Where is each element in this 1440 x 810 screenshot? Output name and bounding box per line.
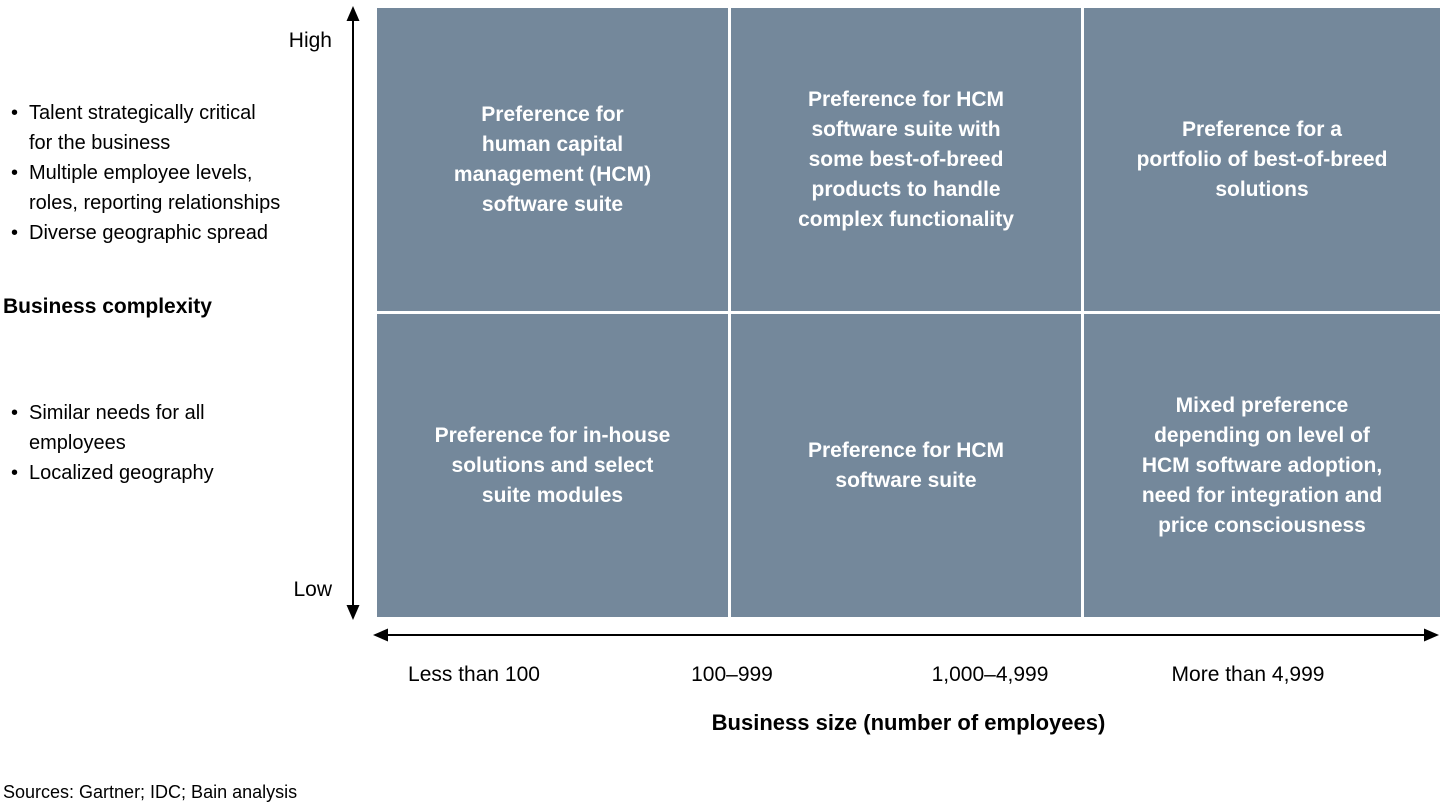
x-axis-arrow-icon — [373, 628, 1439, 642]
y-axis-high-label: High — [288, 29, 332, 52]
y-axis-title: Business complexity — [3, 295, 212, 318]
bullet-item: Diverse geographic spread — [3, 218, 338, 248]
x-axis-category: Less than 100 — [408, 663, 540, 686]
y-axis-low-label: Low — [293, 578, 332, 601]
matrix-cell-top-right: Preference for a portfolio of best-of-br… — [1084, 8, 1440, 311]
matrix-cell-bottom-center: Preference for HCM software suite — [731, 314, 1081, 617]
sources-note: Sources: Gartner; IDC; Bain analysis — [3, 782, 298, 802]
bullet-item: Similar needs for all employees — [3, 398, 338, 458]
low-complexity-bullets: Similar needs for all employees Localize… — [3, 398, 338, 488]
bullet-item: Talent strategically critical for the bu… — [3, 98, 338, 158]
matrix-grid: Preference for human capital management … — [377, 8, 1440, 617]
matrix-cell-bottom-right: Mixed preference depending on level of H… — [1084, 314, 1440, 617]
x-axis-category-labels: Less than 100 100–999 1,000–4,999 More t… — [345, 661, 1377, 689]
x-axis-category: 100–999 — [691, 663, 773, 686]
x-axis-category: More than 4,999 — [1171, 663, 1325, 686]
y-axis-arrow-icon — [346, 6, 360, 620]
x-axis-category: 1,000–4,999 — [931, 663, 1049, 686]
bullet-item: Multiple employee levels, roles, reporti… — [3, 158, 338, 218]
matrix-cell-top-left: Preference for human capital management … — [377, 8, 728, 311]
x-axis-title: Business size (number of employees) — [711, 710, 1106, 735]
matrix-cell-bottom-left: Preference for in-house solutions and se… — [377, 314, 728, 617]
matrix-cell-top-center: Preference for HCM software suite with s… — [731, 8, 1081, 311]
bullet-item: Localized geography — [3, 458, 338, 488]
high-complexity-bullets: Talent strategically critical for the bu… — [3, 98, 338, 248]
